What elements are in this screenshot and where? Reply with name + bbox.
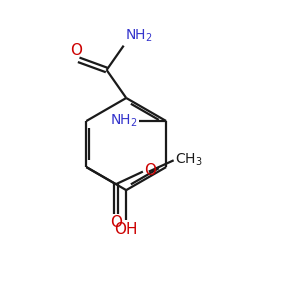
Text: O: O — [70, 43, 82, 58]
Text: NH$_2$: NH$_2$ — [125, 28, 153, 44]
Text: O: O — [110, 215, 122, 230]
Text: NH$_2$: NH$_2$ — [110, 113, 138, 129]
Text: CH$_3$: CH$_3$ — [175, 152, 202, 168]
Text: O: O — [144, 163, 156, 178]
Text: OH: OH — [115, 222, 138, 237]
